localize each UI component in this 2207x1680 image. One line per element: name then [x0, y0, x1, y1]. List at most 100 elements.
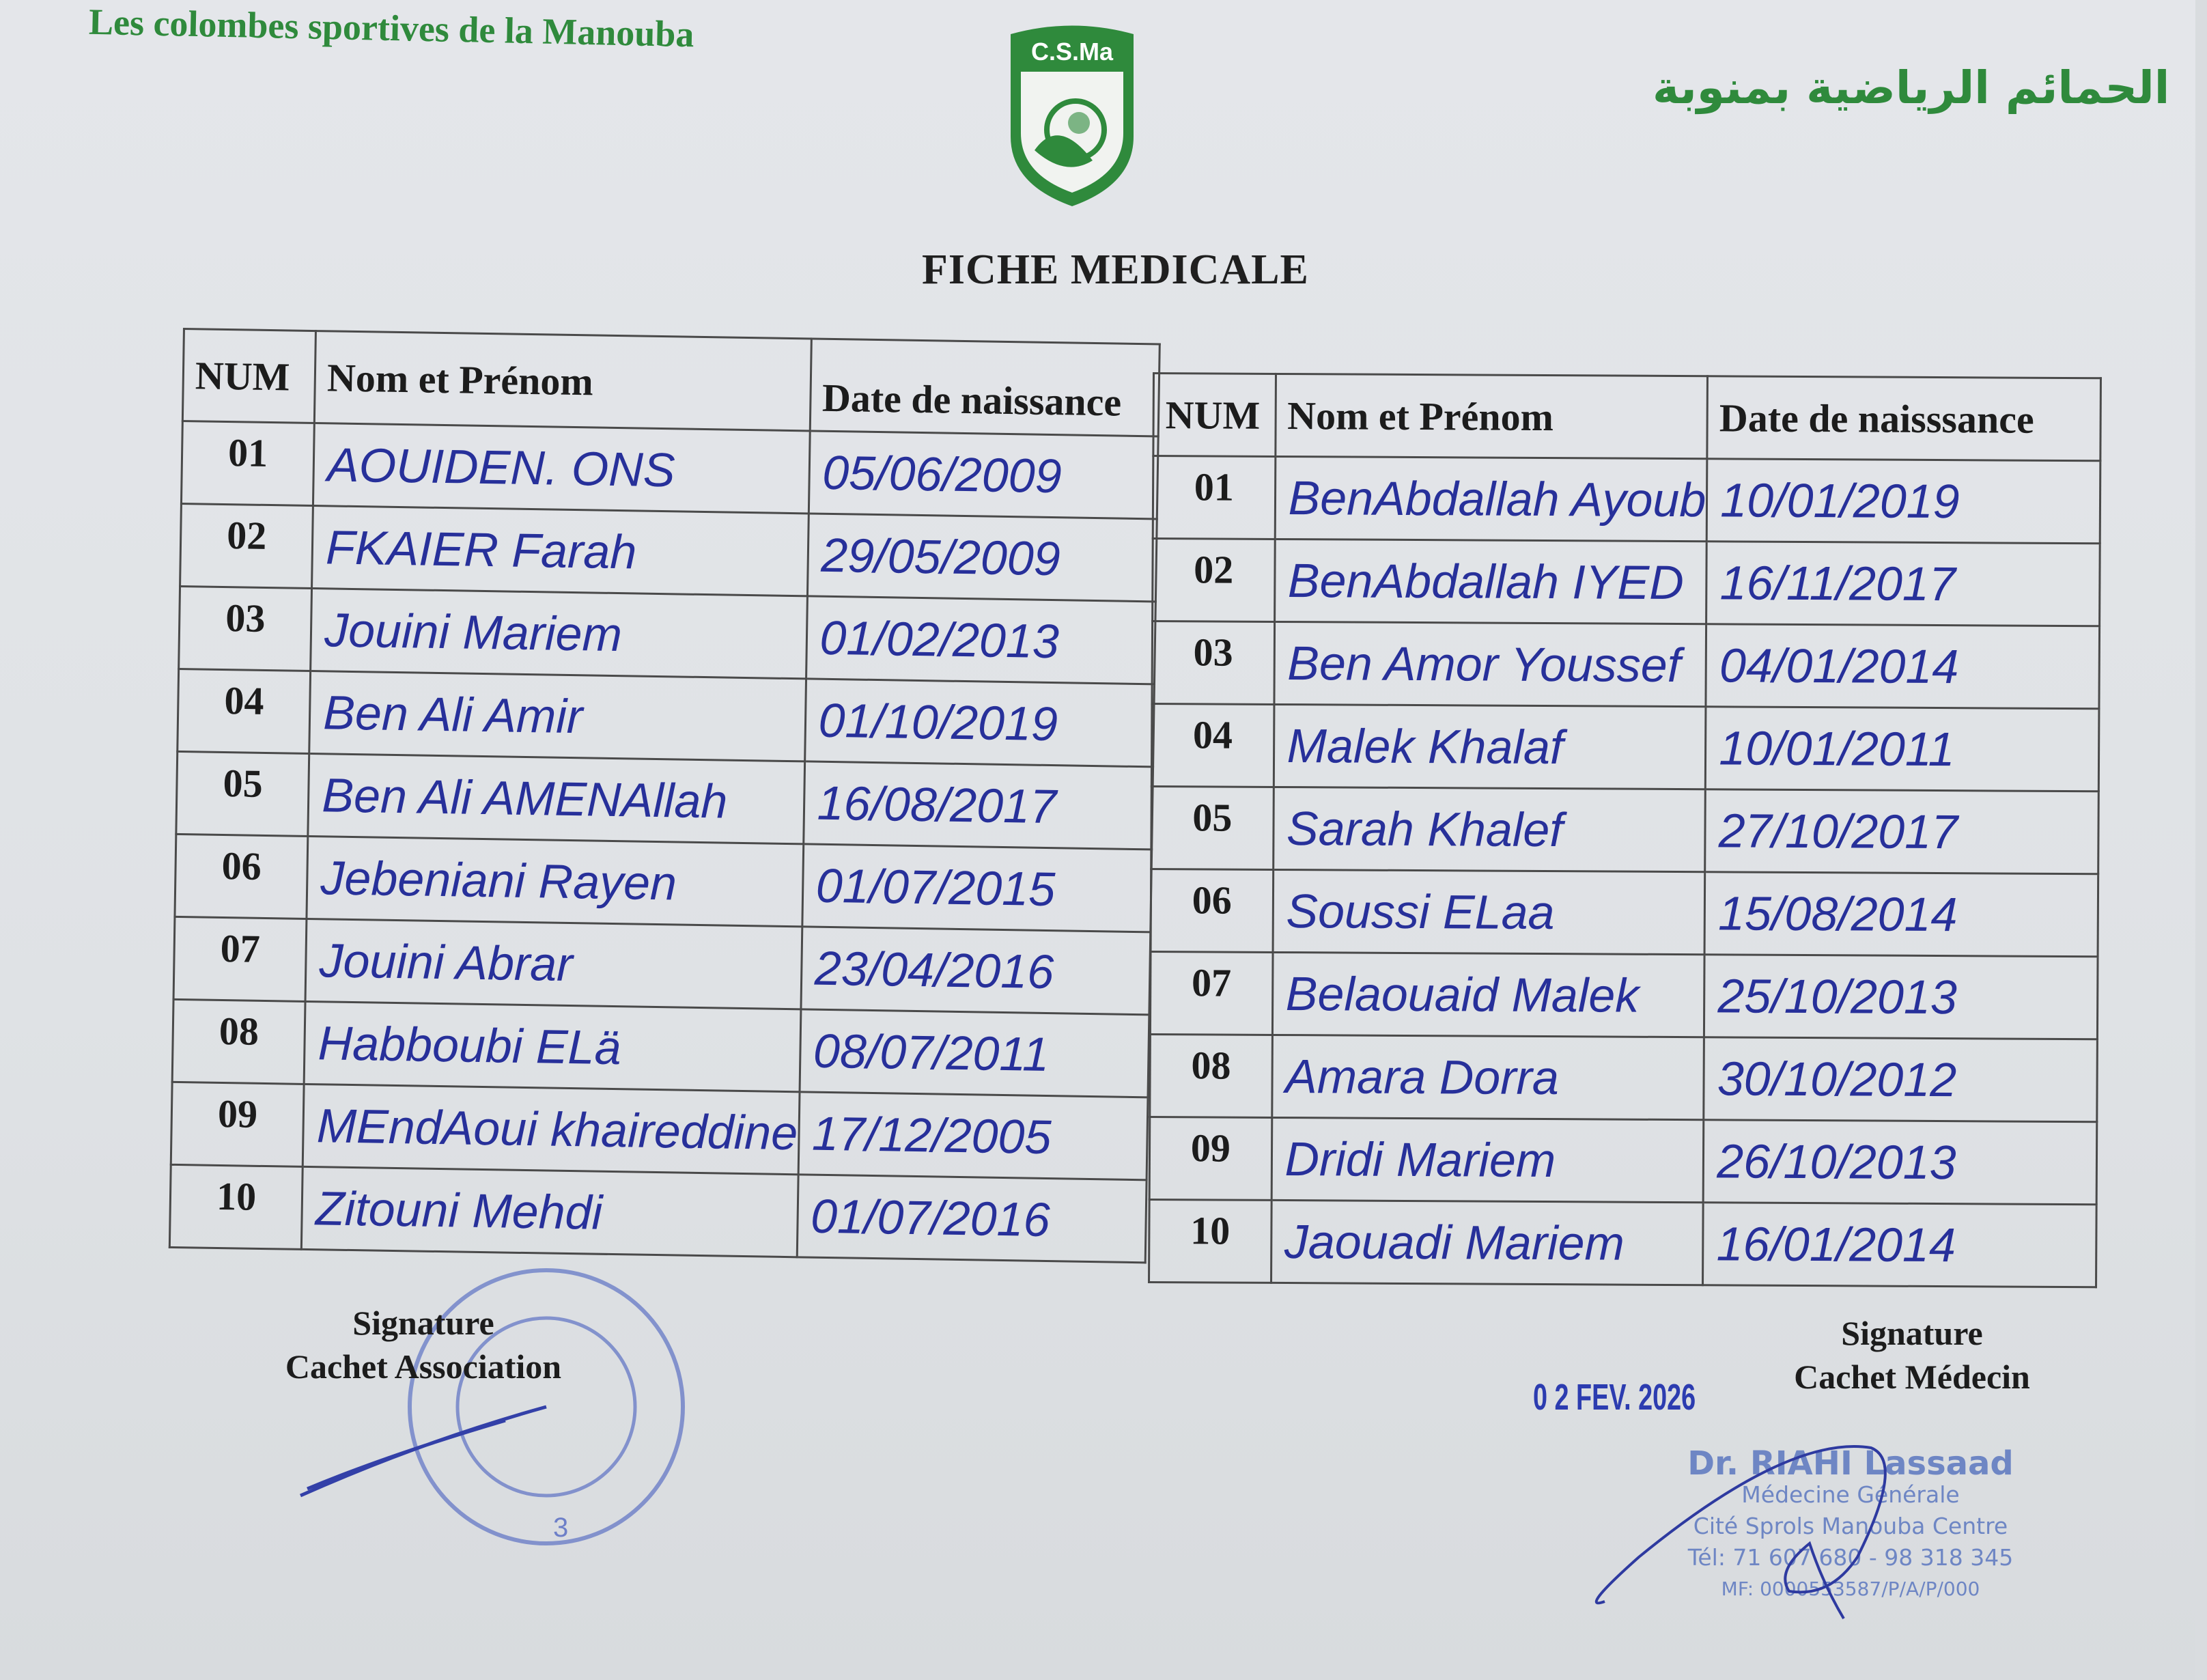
player-name: Jebeniani Rayen — [307, 836, 804, 927]
birth-date: 01/07/2016 — [796, 1174, 1147, 1263]
table-row: 06 Soussi ELaa 15/08/2014 — [1151, 869, 2098, 957]
row-number: 05 — [175, 751, 309, 837]
row-number: 09 — [1149, 1117, 1272, 1201]
table-row: 03 Jouini Mariem 01/02/2013 — [178, 586, 1156, 684]
birth-date: 15/08/2014 — [1704, 871, 2098, 957]
birth-date: 16/11/2017 — [1706, 541, 2100, 626]
row-number: 03 — [178, 586, 312, 671]
table-row: 01 AOUIDEN. ONS 05/06/2009 — [181, 421, 1159, 519]
birth-date: 10/01/2011 — [1705, 706, 2099, 792]
birth-date: 01/10/2019 — [804, 678, 1155, 767]
table-row: 07 Jouini Abrar 23/04/2016 — [173, 916, 1151, 1015]
column-header-name: Nom et Prénom — [1275, 374, 1708, 459]
player-name: Jaouadi Mariem — [1271, 1200, 1704, 1285]
row-number: 07 — [1150, 951, 1273, 1035]
row-number: 06 — [174, 834, 309, 919]
table-row: 05 Sarah Khalef 27/10/2017 — [1151, 786, 2099, 874]
row-number: 02 — [180, 503, 313, 589]
table-row: 10 Jaouadi Mariem 16/01/2014 — [1149, 1199, 2097, 1287]
column-header-dob: Date de naissance — [809, 338, 1160, 436]
player-name: Zitouni Mehdi — [301, 1166, 798, 1257]
birth-date: 08/07/2011 — [799, 1009, 1149, 1097]
table-row: 03 Ben Amor Youssef 04/01/2014 — [1151, 621, 2100, 709]
table-row: 06 Jebeniani Rayen 01/07/2015 — [174, 834, 1152, 932]
player-name: Ben Amor Youssef — [1274, 621, 1706, 707]
row-number: 03 — [1151, 621, 1275, 705]
row-number: 06 — [1151, 869, 1274, 953]
svg-text:C.S.Ma: C.S.Ma — [1031, 38, 1114, 66]
player-name: Amara Dorra — [1271, 1035, 1704, 1120]
player-name: Jouini Abrar — [305, 919, 802, 1009]
row-number: 04 — [1151, 703, 1274, 787]
stamp-number: 3 — [553, 1513, 568, 1543]
table-row: 04 Malek Khalaf 10/01/2011 — [1151, 703, 2099, 792]
row-number: 02 — [1152, 538, 1275, 622]
column-header-num: NUM — [182, 328, 316, 423]
page-title: FICHE MEDICALE — [922, 247, 1309, 293]
column-header-name: Nom et Prénom — [314, 331, 811, 431]
birth-date: 04/01/2014 — [1706, 624, 2100, 709]
player-name: Belaouaid Malek — [1271, 952, 1705, 1037]
table-row: 05 Ben Ali AMENAllah 16/08/2017 — [175, 751, 1153, 850]
column-header-num: NUM — [1153, 373, 1276, 457]
birth-date: 16/01/2014 — [1702, 1202, 2097, 1287]
table-row: 02 FKAIER Farah 29/05/2009 — [180, 503, 1157, 602]
row-number: 05 — [1151, 786, 1274, 870]
birth-date: 23/04/2016 — [800, 926, 1151, 1015]
birth-date: 17/12/2005 — [798, 1091, 1148, 1180]
player-name: BenAbdallah Ayoub — [1274, 456, 1708, 542]
column-header-dob: Date de naisssance — [1707, 376, 2101, 461]
player-name: Ben Ali Amir — [309, 671, 806, 761]
player-name: Sarah Khalef — [1273, 787, 1706, 872]
player-name: Dridi Mariem — [1271, 1117, 1704, 1203]
player-name: BenAbdallah IYED — [1274, 539, 1707, 624]
table-row: 02 BenAbdallah IYED 16/11/2017 — [1152, 538, 2100, 626]
row-number: 09 — [171, 1082, 305, 1167]
date-stamp: 0 2 FEV. 2026 — [1533, 1377, 1696, 1418]
doctor-stamp: Dr. RIAHI Lassaad Médecine Générale Cité… — [1687, 1444, 2014, 1600]
club-name-arabic: الحمائم الرياضية بمنوبة — [1653, 61, 2170, 114]
player-name: Habboubi ELä — [304, 1001, 801, 1092]
birth-date: 10/01/2019 — [1706, 458, 2100, 544]
birth-date: 25/10/2013 — [1704, 954, 2098, 1039]
row-number: 01 — [1153, 456, 1276, 540]
row-number: 04 — [177, 669, 311, 754]
table-row: 07 Belaouaid Malek 25/10/2013 — [1150, 951, 2098, 1039]
doctor-signature-label: Signature Cachet Médecin — [1794, 1314, 2030, 1396]
association-signature-label: Signature Cachet Association — [285, 1304, 562, 1386]
player-name: Malek Khalaf — [1273, 704, 1706, 789]
birth-date: 05/06/2009 — [808, 430, 1159, 519]
table-row: 08 Amara Dorra 30/10/2012 — [1149, 1034, 2098, 1122]
players-table-right: NUM Nom et Prénom Date de naisssance 01 B… — [1148, 372, 2102, 1288]
players-table-left: NUM Nom et Prénom Date de naissance 01 AO… — [169, 328, 1161, 1263]
birth-date: 30/10/2012 — [1704, 1037, 2098, 1122]
association-stamp: 3 — [299, 1268, 685, 1545]
birth-date: 29/05/2009 — [806, 513, 1157, 602]
table-row: 09 MEndAoui khaireddine 17/12/2005 — [171, 1082, 1148, 1180]
row-number: 01 — [181, 421, 315, 506]
player-name: Soussi ELaa — [1272, 869, 1705, 955]
player-name: FKAIER Farah — [311, 505, 809, 596]
birth-date: 01/02/2013 — [806, 596, 1156, 684]
player-name: Jouini Mariem — [310, 588, 807, 679]
birth-date: 01/07/2015 — [802, 843, 1152, 932]
birth-date: 16/08/2017 — [803, 761, 1153, 850]
table-row: 10 Zitouni Mehdi 01/07/2016 — [169, 1164, 1147, 1263]
row-number: 08 — [1149, 1034, 1272, 1118]
player-name: AOUIDEN. ONS — [313, 423, 810, 514]
table-row: 08 Habboubi ELä 08/07/2011 — [172, 999, 1149, 1097]
club-logo: C.S.Ma — [1011, 25, 1134, 206]
table-row: 04 Ben Ali Amir 01/10/2019 — [177, 669, 1155, 767]
row-number: 10 — [169, 1164, 303, 1250]
birth-date: 26/10/2013 — [1703, 1119, 2097, 1205]
birth-date: 27/10/2017 — [1704, 789, 2099, 874]
row-number: 08 — [172, 999, 306, 1084]
doctor-signature — [1594, 1445, 1887, 1620]
row-number: 07 — [173, 916, 307, 1002]
table-row: 09 Dridi Mariem 26/10/2013 — [1149, 1117, 2097, 1205]
row-number: 10 — [1149, 1199, 1271, 1283]
player-name: Ben Ali AMENAllah — [308, 753, 805, 844]
table-row: 01 BenAbdallah Ayoub 10/01/2019 — [1153, 456, 2100, 544]
player-name: MEndAoui khaireddine — [303, 1084, 800, 1175]
